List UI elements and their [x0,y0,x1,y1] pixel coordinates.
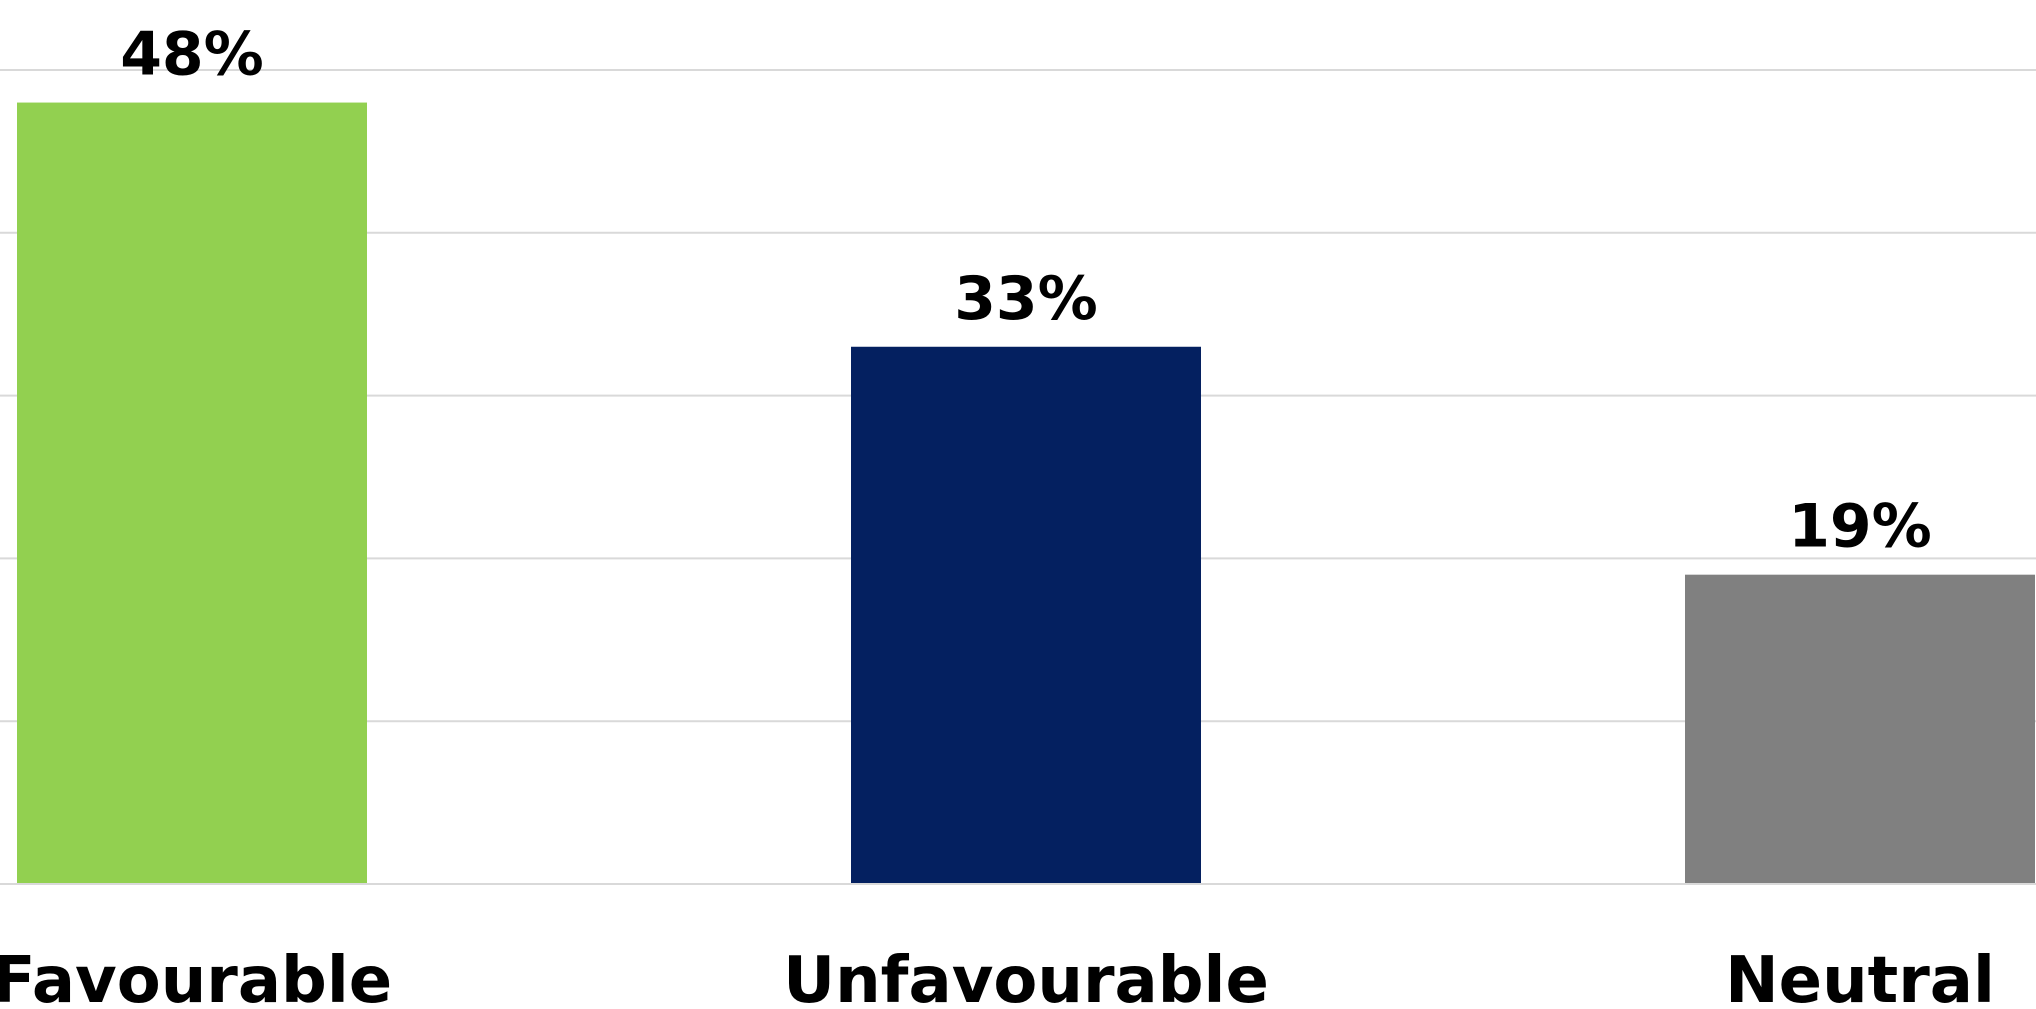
bars [17,102,2035,884]
value-label: 48% [120,20,264,90]
category-label: Unfavourable [783,944,1269,1009]
category-labels: Favourable Unfavourable Neutral [0,944,1995,1009]
value-labels: 48% 33% 19% [120,20,1932,562]
value-label: 19% [1788,492,1932,562]
bar-favourable [17,102,367,884]
value-label: 33% [954,264,1098,334]
bar-neutral [1685,574,2035,884]
bar-unfavourable [851,346,1201,884]
category-label: Neutral [1725,944,1995,1009]
category-label: Favourable [0,944,392,1009]
